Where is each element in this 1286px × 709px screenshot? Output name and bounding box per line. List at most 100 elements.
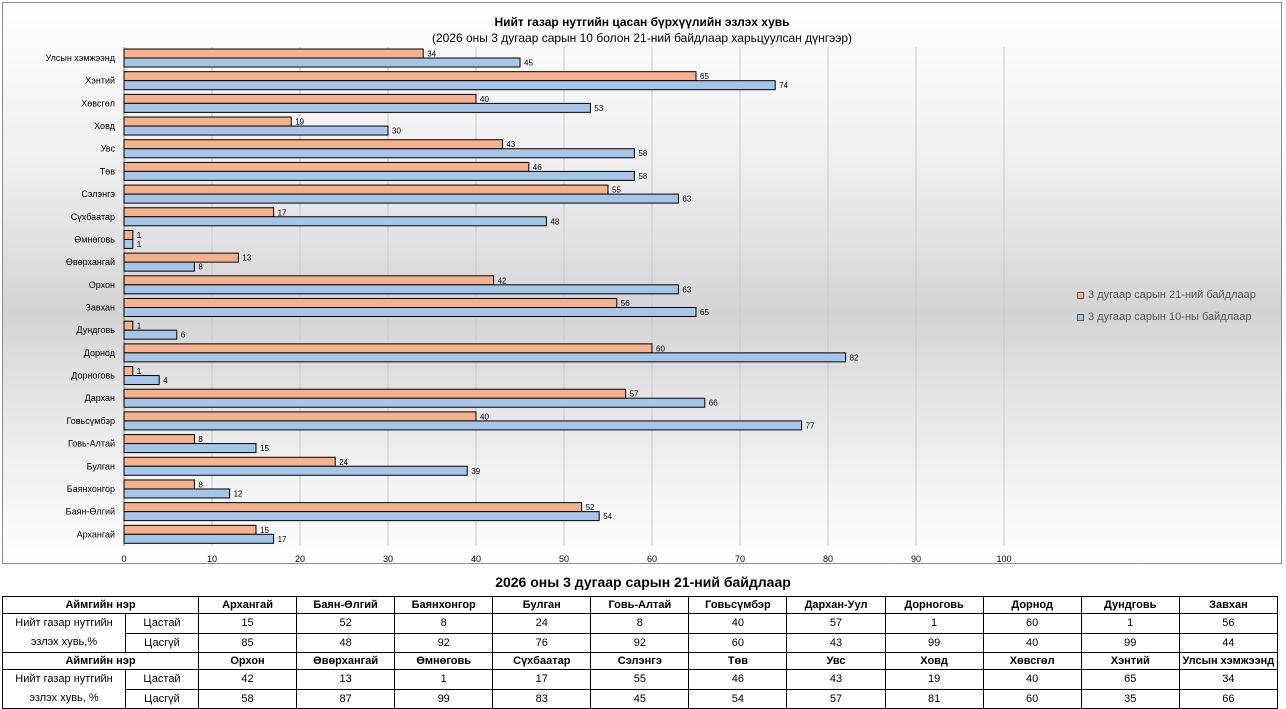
category-label-6: Сэлэнгэ (81, 189, 115, 199)
bar-s0-10 (123, 275, 495, 286)
bar-s1-13 (123, 352, 847, 363)
bar-s0-2 (123, 93, 477, 104)
row-label-2: Нийт газар нутгийн эзлэх хувь, % (2, 669, 126, 709)
snow-label: Цастай (125, 613, 199, 634)
data-label-s0-4: 43 (506, 140, 515, 149)
snow-value: 8 (590, 613, 690, 634)
category-label-1: Хэнтий (85, 76, 115, 86)
data-label-s0-2: 40 (480, 95, 489, 104)
bar-s1-3 (123, 125, 389, 136)
nosnow-value: 99 (394, 688, 494, 709)
snow-value: 65 (1080, 669, 1180, 690)
x-tick-label-60: 60 (647, 554, 657, 563)
snow-value: 57 (786, 613, 886, 634)
data-label-s1-18: 39 (471, 467, 480, 476)
snow-value: 55 (590, 669, 690, 690)
snow-value: 60 (982, 613, 1082, 634)
snow-value: 8 (394, 613, 494, 634)
bar-s1-0 (123, 57, 521, 68)
x-tick-label-70: 70 (735, 554, 745, 563)
aimag-name: Өмнөговь (394, 652, 494, 670)
x-tick-label-30: 30 (383, 554, 393, 563)
category-label-5: Төв (100, 166, 116, 176)
data-label-s0-20: 52 (586, 503, 595, 512)
bar-s1-4 (123, 148, 635, 159)
data-label-s1-9: 8 (198, 263, 203, 272)
bar-s0-5 (123, 161, 530, 172)
snow-value: 40 (688, 613, 788, 634)
aimag-name: Говь-Алтай (590, 596, 690, 614)
data-label-s0-16: 40 (480, 412, 489, 421)
category-label-8: Өмнөговь (74, 234, 115, 244)
bar-s0-18 (123, 456, 336, 467)
bar-s0-16 (123, 411, 477, 422)
bar-s0-8 (123, 229, 134, 240)
row-label-1: Нийт газар нутгийн эзлэх хувь,% (2, 613, 126, 653)
data-label-s0-11: 56 (621, 299, 630, 308)
category-label-12: Дундговь (76, 325, 115, 335)
bar-s0-15 (123, 388, 627, 399)
bar-s0-21 (123, 524, 257, 535)
data-label-s0-7: 17 (278, 208, 287, 217)
data-label-s1-5: 58 (638, 172, 647, 181)
snow-value: 17 (492, 669, 592, 690)
data-label-s1-16: 77 (806, 421, 815, 430)
bar-s1-9 (123, 261, 195, 272)
snow-value: 46 (688, 669, 788, 690)
bar-s0-7 (123, 207, 275, 218)
category-label-16: Говьсүмбэр (67, 416, 116, 426)
bar-s1-16 (123, 420, 803, 431)
nosnow-value: 57 (786, 688, 886, 709)
data-label-s0-18: 24 (339, 458, 348, 467)
bar-s0-1 (123, 71, 697, 82)
category-label-10: Орхон (89, 280, 115, 290)
bar-s1-7 (123, 216, 547, 227)
nosnow-value: 87 (296, 688, 396, 709)
nosnow-value: 45 (590, 688, 690, 709)
aimag-name: Сүхбаатар (492, 652, 592, 670)
nosnow-value: 99 (1080, 632, 1180, 653)
bar-s0-20 (123, 502, 583, 513)
bar-s1-21 (123, 533, 275, 544)
category-label-19: Баянхонгор (67, 484, 115, 494)
data-label-s0-15: 57 (630, 390, 639, 399)
data-label-s1-19: 12 (234, 489, 243, 498)
bar-s1-17 (123, 443, 257, 454)
aimag-name: Увс (786, 652, 886, 670)
bar-s0-17 (123, 434, 195, 445)
category-label-11: Завхан (85, 303, 115, 313)
nosnow-value: 81 (884, 688, 984, 709)
data-label-s0-12: 1 (137, 322, 142, 331)
snow-value: 42 (197, 669, 298, 690)
nosnow-value: 43 (786, 632, 886, 653)
category-label-7: Сүхбаатар (71, 212, 115, 222)
nosnow-value: 92 (394, 632, 494, 653)
x-tick-label-20: 20 (295, 554, 305, 563)
x-tick-label-90: 90 (911, 554, 921, 563)
nosnow-value: 40 (982, 632, 1082, 653)
category-label-2: Хөвсгөл (81, 98, 115, 108)
aimag-name: Улсын хэмжээнд (1178, 652, 1279, 670)
bar-s0-12 (123, 320, 134, 331)
nosnow-value: 44 (1178, 632, 1279, 653)
bar-s1-15 (123, 397, 706, 408)
nosnow-value: 66 (1178, 688, 1279, 709)
category-label-17: Говь-Алтай (68, 439, 115, 449)
data-label-s1-15: 66 (709, 399, 718, 408)
bar-s0-13 (123, 343, 653, 354)
x-tick-label-100: 100 (996, 554, 1011, 563)
category-label-0: Улсын хэмжээнд (45, 53, 115, 63)
x-tick-label-0: 0 (121, 554, 126, 563)
data-label-s1-1: 74 (779, 81, 788, 90)
data-label-s0-19: 8 (198, 480, 203, 489)
chart-title: Нийт газар нутгийн цасан бүрхүүлийн эзлэ… (494, 15, 790, 29)
data-label-s0-10: 42 (498, 276, 507, 285)
category-label-9: Өвөрхангай (66, 257, 115, 267)
data-label-s1-11: 65 (700, 308, 709, 317)
data-label-s1-6: 63 (682, 195, 691, 204)
aimag-name: Баянхонгор (394, 596, 494, 614)
data-label-s1-13: 82 (850, 353, 859, 362)
snow-value: 1 (394, 669, 494, 690)
nosnow-value: 99 (884, 632, 984, 653)
